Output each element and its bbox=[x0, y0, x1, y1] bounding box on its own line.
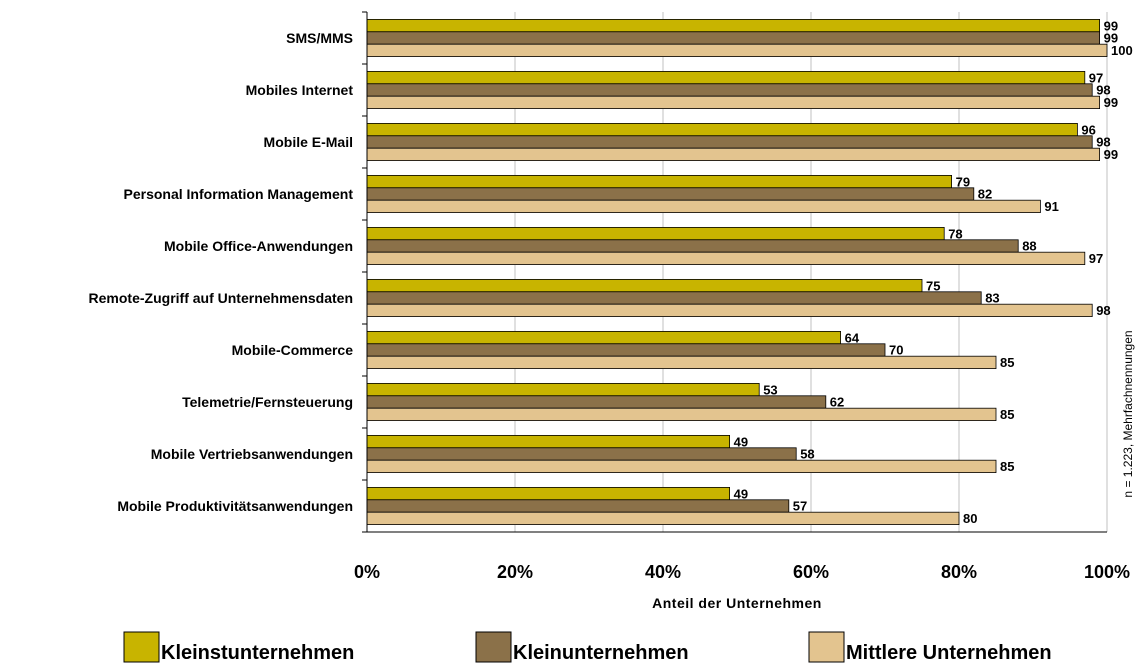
bar bbox=[366, 31, 1100, 45]
data-labels: 9999100979899969899798291788897758398647… bbox=[734, 18, 1133, 526]
data-label: 78 bbox=[948, 226, 962, 241]
bar bbox=[366, 278, 923, 293]
bar bbox=[366, 330, 842, 345]
data-label: 97 bbox=[1089, 251, 1103, 266]
bar bbox=[366, 382, 760, 397]
bar bbox=[366, 251, 1086, 265]
data-label: 85 bbox=[1000, 459, 1014, 474]
bar bbox=[366, 199, 1041, 213]
data-label: 100 bbox=[1111, 43, 1133, 58]
data-label: 96 bbox=[1081, 122, 1095, 137]
data-label: 49 bbox=[734, 434, 748, 449]
bars bbox=[366, 18, 1108, 526]
bar bbox=[366, 123, 1078, 137]
bar bbox=[366, 135, 1093, 149]
data-label: 49 bbox=[734, 486, 748, 501]
data-label: 75 bbox=[926, 278, 940, 293]
category-label: Remote-Zugriff auf Unternehmensdaten bbox=[89, 290, 353, 306]
axes bbox=[362, 11, 1107, 533]
data-label: 80 bbox=[963, 511, 977, 526]
data-label: 91 bbox=[1044, 199, 1058, 214]
category-label: Mobile Vertriebsanwendungen bbox=[151, 446, 353, 462]
data-label: 88 bbox=[1022, 239, 1036, 254]
data-label: 82 bbox=[978, 187, 992, 202]
data-label: 85 bbox=[1000, 355, 1014, 370]
category-label: Mobile Produktivitätsanwendungen bbox=[117, 498, 353, 514]
legend-label: Kleinstunternehmen bbox=[161, 642, 354, 664]
bar bbox=[366, 95, 1100, 109]
data-label: 99 bbox=[1104, 18, 1118, 33]
data-label: 70 bbox=[889, 343, 903, 358]
bar bbox=[366, 395, 827, 409]
x-tick-label: 0% bbox=[354, 562, 380, 582]
bar bbox=[366, 71, 1086, 85]
data-label: 98 bbox=[1096, 303, 1110, 318]
data-label: 83 bbox=[985, 291, 999, 306]
bar bbox=[366, 486, 731, 501]
sample-note: n = 1.223, Mehrfachnennungen bbox=[1121, 330, 1135, 497]
category-label: Mobile E-Mail bbox=[264, 134, 353, 150]
category-label: Mobiles Internet bbox=[246, 82, 354, 98]
bar bbox=[366, 239, 1019, 253]
x-tick-label: 100% bbox=[1084, 562, 1130, 582]
data-label: 53 bbox=[763, 382, 777, 397]
bar bbox=[366, 499, 790, 513]
category-label: Telemetrie/Fernsteuerung bbox=[182, 394, 353, 410]
data-label: 99 bbox=[1104, 31, 1118, 46]
x-axis-label: Anteil der Unternehmen bbox=[652, 595, 822, 611]
bar bbox=[366, 434, 731, 449]
bar bbox=[366, 343, 886, 357]
category-label: Mobile-Commerce bbox=[232, 342, 354, 358]
bar bbox=[366, 407, 997, 422]
bar bbox=[366, 447, 797, 461]
data-label: 98 bbox=[1096, 135, 1110, 150]
data-label: 79 bbox=[956, 174, 970, 189]
legend-swatch bbox=[475, 631, 512, 663]
x-tick-labels: 0% 20% 40% 60% 80% 100% bbox=[354, 562, 1130, 582]
category-label: SMS/MMS bbox=[286, 30, 353, 46]
bar bbox=[366, 147, 1100, 161]
data-label: 64 bbox=[845, 330, 860, 345]
category-label: Mobile Office-Anwendungen bbox=[164, 238, 353, 254]
data-label: 57 bbox=[793, 499, 807, 514]
bar bbox=[366, 303, 1093, 318]
legend-swatch bbox=[123, 631, 160, 663]
legend-label: Mittlere Unternehmen bbox=[846, 642, 1052, 664]
x-tick-label: 60% bbox=[793, 562, 829, 582]
bar bbox=[366, 18, 1100, 33]
data-label: 58 bbox=[800, 447, 814, 462]
data-label: 62 bbox=[830, 395, 844, 410]
legend-swatch bbox=[808, 631, 845, 663]
data-label: 99 bbox=[1104, 147, 1118, 162]
legend-label: Kleinunternehmen bbox=[513, 642, 689, 664]
category-labels: SMS/MMS Mobiles Internet Mobile E-Mail Pers… bbox=[89, 30, 354, 514]
bar bbox=[366, 511, 960, 526]
category-label: Personal Information Management bbox=[124, 186, 354, 202]
bar bbox=[366, 459, 997, 474]
x-tick-label: 20% bbox=[497, 562, 533, 582]
bar bbox=[366, 187, 975, 201]
data-label: 85 bbox=[1000, 407, 1014, 422]
bar bbox=[366, 355, 997, 370]
x-tick-label: 80% bbox=[941, 562, 977, 582]
x-tick-label: 40% bbox=[645, 562, 681, 582]
bar bbox=[366, 226, 945, 241]
legend: Kleinstunternehmen Kleinunternehmen Mittle… bbox=[123, 631, 1052, 664]
bar bbox=[366, 291, 982, 305]
data-label: 97 bbox=[1089, 70, 1103, 85]
bar bbox=[366, 43, 1108, 58]
data-label: 98 bbox=[1096, 83, 1110, 98]
data-label: 99 bbox=[1104, 95, 1118, 110]
bar bbox=[366, 83, 1093, 97]
bar bbox=[366, 174, 952, 189]
